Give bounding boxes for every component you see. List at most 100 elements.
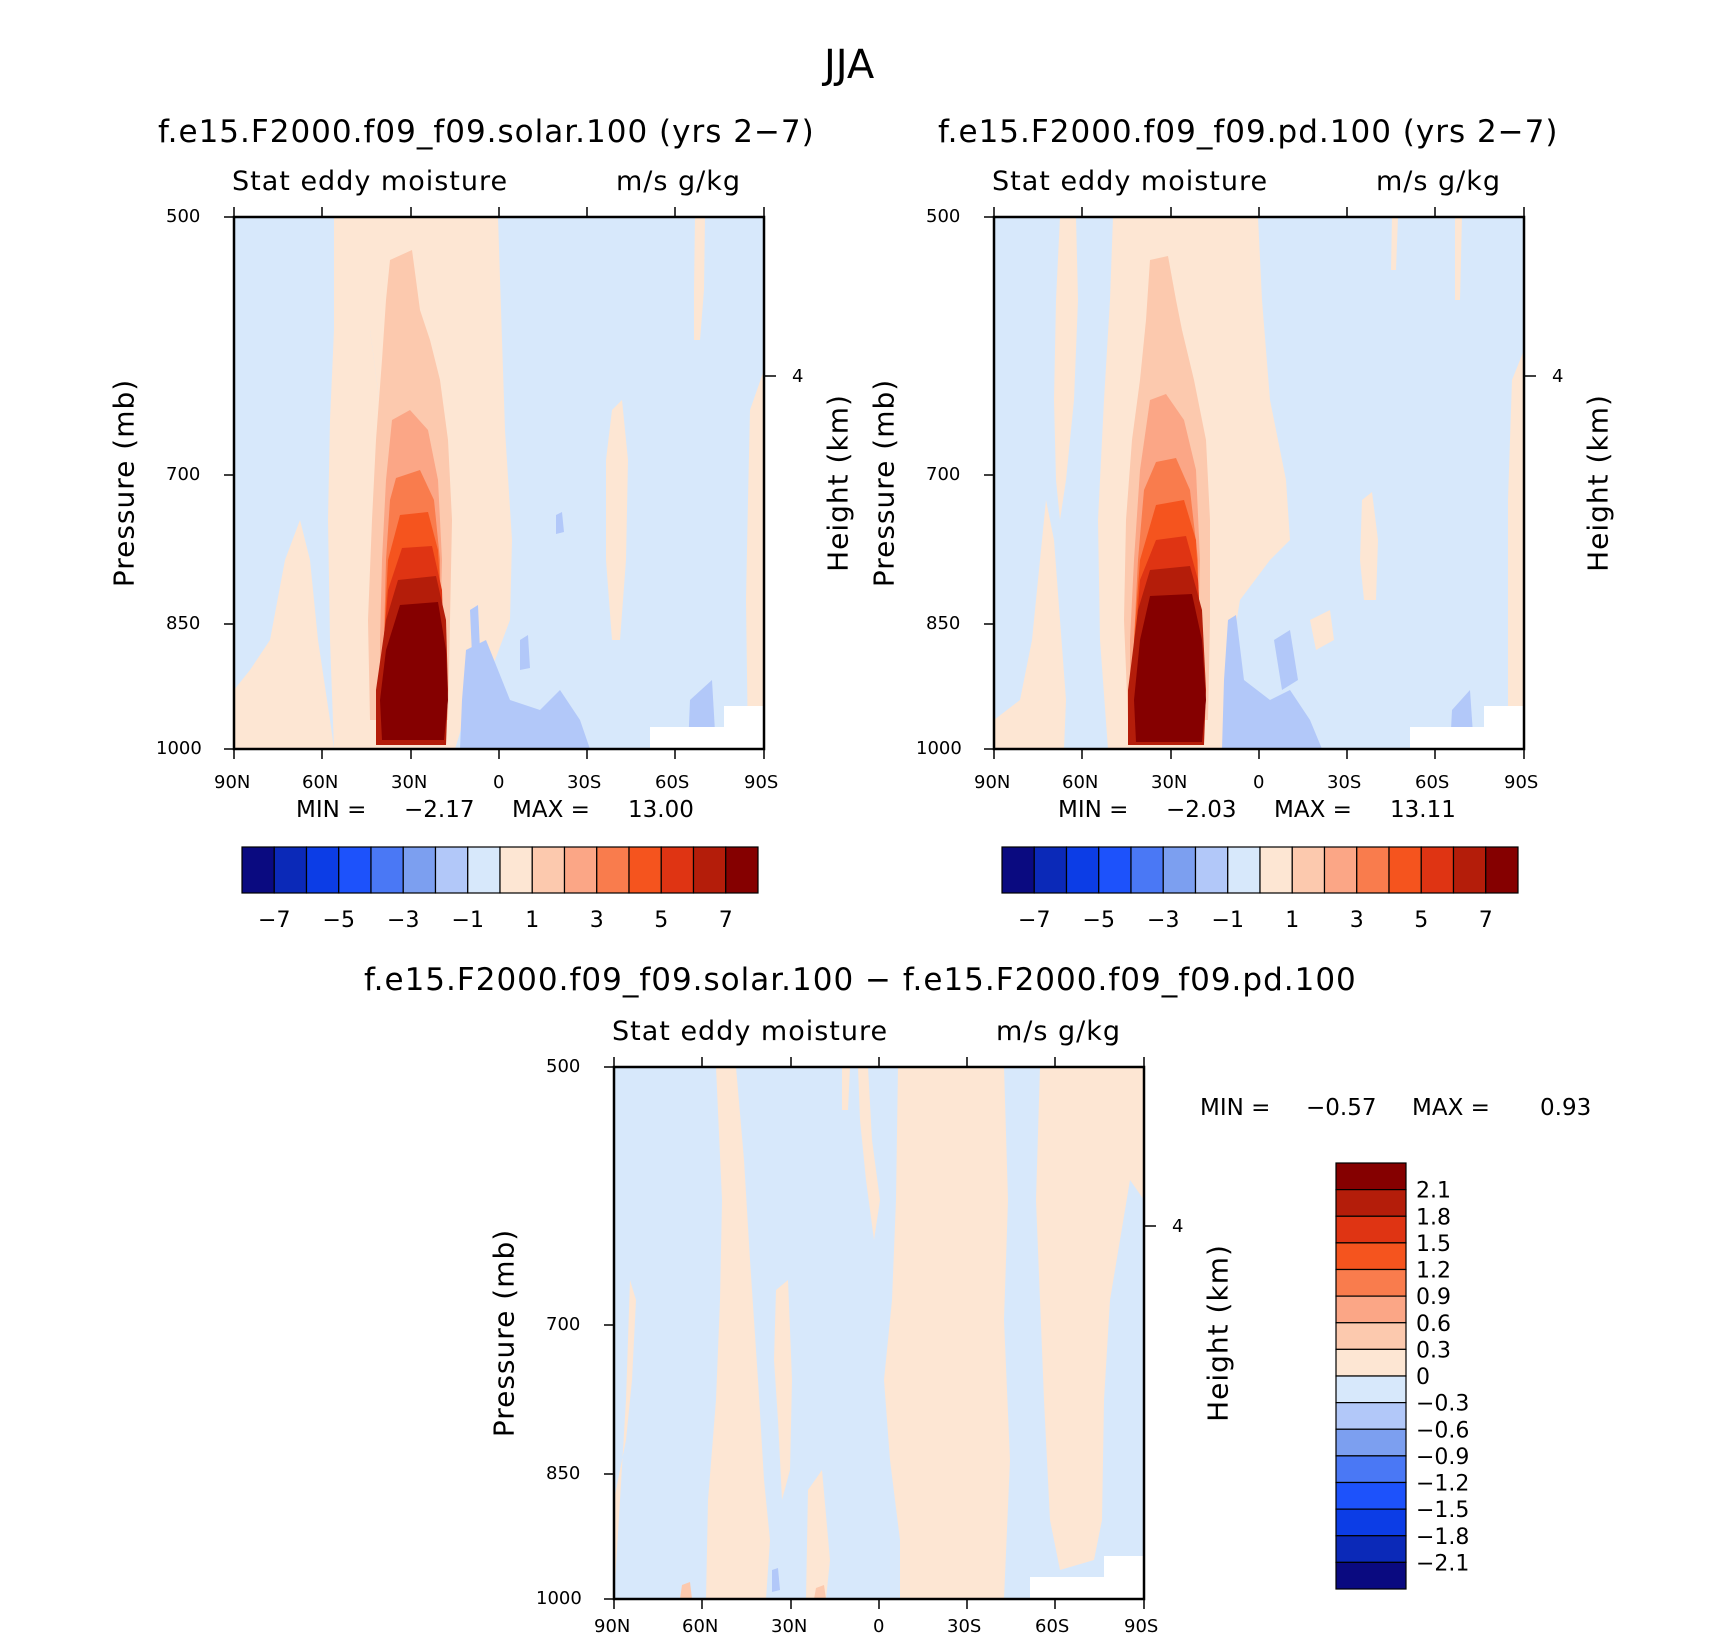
y-tick-label: 1000 xyxy=(536,1588,582,1609)
colorbar-label: −1.2 xyxy=(1416,1472,1469,1497)
colorbar-swatch xyxy=(628,846,662,894)
contour-band-pos-0 xyxy=(774,1280,792,1500)
y-ticks-diff xyxy=(604,1066,1156,1600)
x-tick-label: 60N xyxy=(302,772,339,793)
colorbar-label: 3 xyxy=(1350,908,1364,933)
x-minor-ticks-pd xyxy=(993,207,1525,759)
subtitle-left-pd: Stat eddy moisture xyxy=(992,166,1269,197)
min-label: MIN = xyxy=(1058,797,1129,823)
missing-data-region xyxy=(1104,1556,1144,1599)
y-tick-label: 1000 xyxy=(156,738,202,759)
x-tick-label: 30S xyxy=(567,772,602,793)
colorbar-label: −7 xyxy=(258,908,290,933)
y-tick-label: 700 xyxy=(546,1314,581,1335)
contour-band-pos-0 xyxy=(1310,610,1334,650)
colorbar-label: 0.9 xyxy=(1416,1285,1451,1310)
missing-data-region xyxy=(1484,706,1524,749)
x-tick-label: 90N xyxy=(594,1616,631,1637)
min-value: −2.17 xyxy=(404,797,475,823)
min-label: MIN = xyxy=(296,797,367,823)
contour-band-pos-7 xyxy=(380,602,448,740)
contour-band-neg-1 xyxy=(1274,630,1298,690)
contour-band-pos-0 xyxy=(884,1067,1010,1599)
figure-title: JJA xyxy=(824,42,875,88)
x-tick-label: 0 xyxy=(493,772,505,793)
colorbar-swatch xyxy=(1335,1242,1407,1271)
colorbar-label: 0.3 xyxy=(1416,1338,1451,1363)
colorbar-swatch xyxy=(338,846,372,894)
contour-band-pos-0 xyxy=(1391,217,1398,270)
max-label: MAX = xyxy=(1274,797,1352,823)
contour-band-pos-0 xyxy=(1054,217,1078,520)
colorbar-swatch xyxy=(1335,1348,1407,1377)
y-ticks-pd xyxy=(984,216,1536,750)
colorbar-swatch xyxy=(1335,1455,1407,1484)
y-tick-label: 700 xyxy=(926,464,961,485)
colorbar-label: 5 xyxy=(1414,908,1428,933)
contour-band-neg-1 xyxy=(470,605,480,655)
colorbar-swatch xyxy=(660,846,695,894)
contour-band-pos-0 xyxy=(606,400,628,640)
contour-band-neg-1 xyxy=(520,635,530,670)
x-tick-label: 0 xyxy=(873,1616,885,1637)
max-value: 13.00 xyxy=(628,797,694,823)
contour-band-pos-0 xyxy=(842,1067,850,1110)
colorbar-swatch xyxy=(370,846,404,894)
colorbar-label: −7 xyxy=(1018,908,1050,933)
colorbar-label: 5 xyxy=(654,908,668,933)
colorbar-swatch xyxy=(1335,1508,1407,1537)
y2-tick-label: 4 xyxy=(792,366,804,387)
colorbar-swatch xyxy=(273,846,308,894)
min-label: MIN = xyxy=(1200,1095,1271,1121)
colorbar-label: −1 xyxy=(1212,908,1244,933)
contour-band-neg-1 xyxy=(1222,615,1322,749)
panel-title-diff: f.e15.F2000.f09_f09.solar.100 − f.e15.F2… xyxy=(364,962,1357,998)
colorbar-swatch xyxy=(1356,846,1390,894)
y-tick-label: 500 xyxy=(546,1056,581,1077)
x-tick-label: 90S xyxy=(744,772,779,793)
colorbar-swatch xyxy=(531,846,566,894)
y2-axis-label: Height (km) xyxy=(1201,1244,1235,1422)
x-tick-label: 30S xyxy=(1327,772,1362,793)
contour-band-pos-0 xyxy=(1360,492,1378,600)
colorbar-label: −0.6 xyxy=(1416,1418,1469,1443)
colorbar-swatch xyxy=(1001,846,1035,894)
x-tick-label: 90N xyxy=(214,772,251,793)
y2-tick-label: 4 xyxy=(1172,1216,1184,1237)
colorbar-label: 2.1 xyxy=(1416,1179,1451,1204)
colorbar-label: −3 xyxy=(387,908,419,933)
colorbar-pd: −7 −5 −3 −1 1 3 5 7 xyxy=(1001,846,1519,933)
colorbar-swatch xyxy=(1033,846,1068,894)
contour-band-neg-1 xyxy=(556,512,564,534)
x-minor-ticks-solar xyxy=(233,207,765,759)
colorbar-swatch xyxy=(1485,846,1519,894)
subtitle-right-solar: m/s g/kg xyxy=(616,166,742,197)
colorbar-swatch xyxy=(1335,1428,1407,1457)
x-tick-label: 60S xyxy=(1035,1616,1070,1637)
x-tick-label: 30S xyxy=(947,1616,982,1637)
contour-band-pos-1 xyxy=(680,1582,692,1599)
colorbar-label: 1.2 xyxy=(1416,1259,1451,1284)
colorbar-swatch xyxy=(305,846,340,894)
colorbar-swatch xyxy=(1335,1295,1407,1324)
x-tick-label: 60S xyxy=(655,772,690,793)
colorbar-swatch xyxy=(241,846,275,894)
y-axis-label: Pressure (mb) xyxy=(107,378,141,588)
x-tick-label: 60N xyxy=(1062,772,1099,793)
x-tick-label: 30N xyxy=(1151,772,1188,793)
contour-band-pos-1 xyxy=(814,1585,826,1599)
y2-tick-label: 4 xyxy=(1552,366,1564,387)
colorbar-swatch xyxy=(1420,846,1455,894)
y2-axis-label: Height (km) xyxy=(1581,394,1615,572)
colorbar-label: 3 xyxy=(590,908,604,933)
contour-band-pos-0 xyxy=(858,1067,880,1240)
colorbar-label: −5 xyxy=(323,908,355,933)
contour-band-pos-0 xyxy=(234,520,334,749)
max-label: MAX = xyxy=(512,797,590,823)
x-tick-label: 30N xyxy=(391,772,428,793)
x-tick-label: 60N xyxy=(682,1616,719,1637)
contour-band-pos-0 xyxy=(1036,1067,1144,1570)
colorbar-swatch xyxy=(1065,846,1100,894)
contour-band-pos-0 xyxy=(806,1470,830,1599)
colorbar-label: −5 xyxy=(1083,908,1115,933)
